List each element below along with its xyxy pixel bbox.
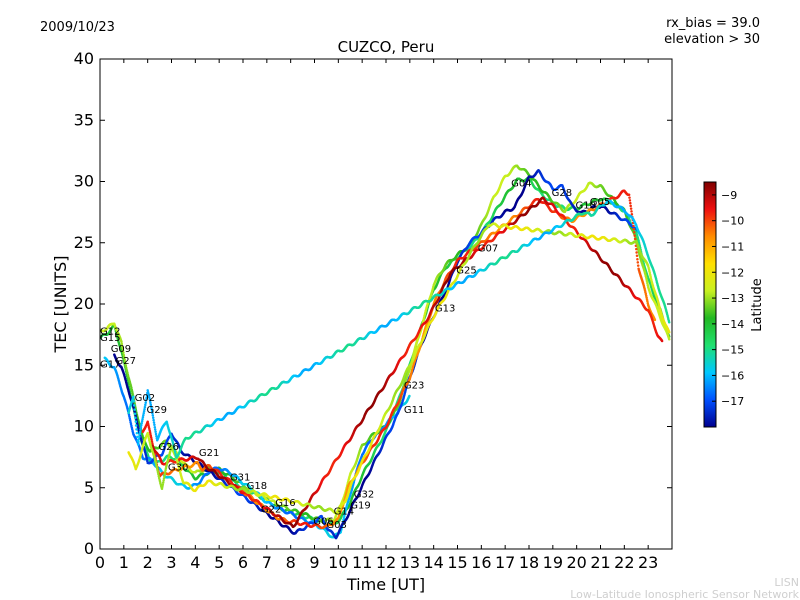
- tec-point: [120, 340, 123, 344]
- tec-point: [408, 394, 411, 398]
- tec-series-layer: [100, 164, 671, 540]
- rx-bias-label: rx_bias = 39.0: [666, 16, 760, 31]
- plot-area: [100, 59, 672, 549]
- elevation-label: elevation > 30: [664, 32, 760, 47]
- chart-title: CUZCO, Peru: [338, 38, 435, 56]
- tec-point: [667, 337, 671, 341]
- date-label: 2009/10/23: [40, 20, 115, 35]
